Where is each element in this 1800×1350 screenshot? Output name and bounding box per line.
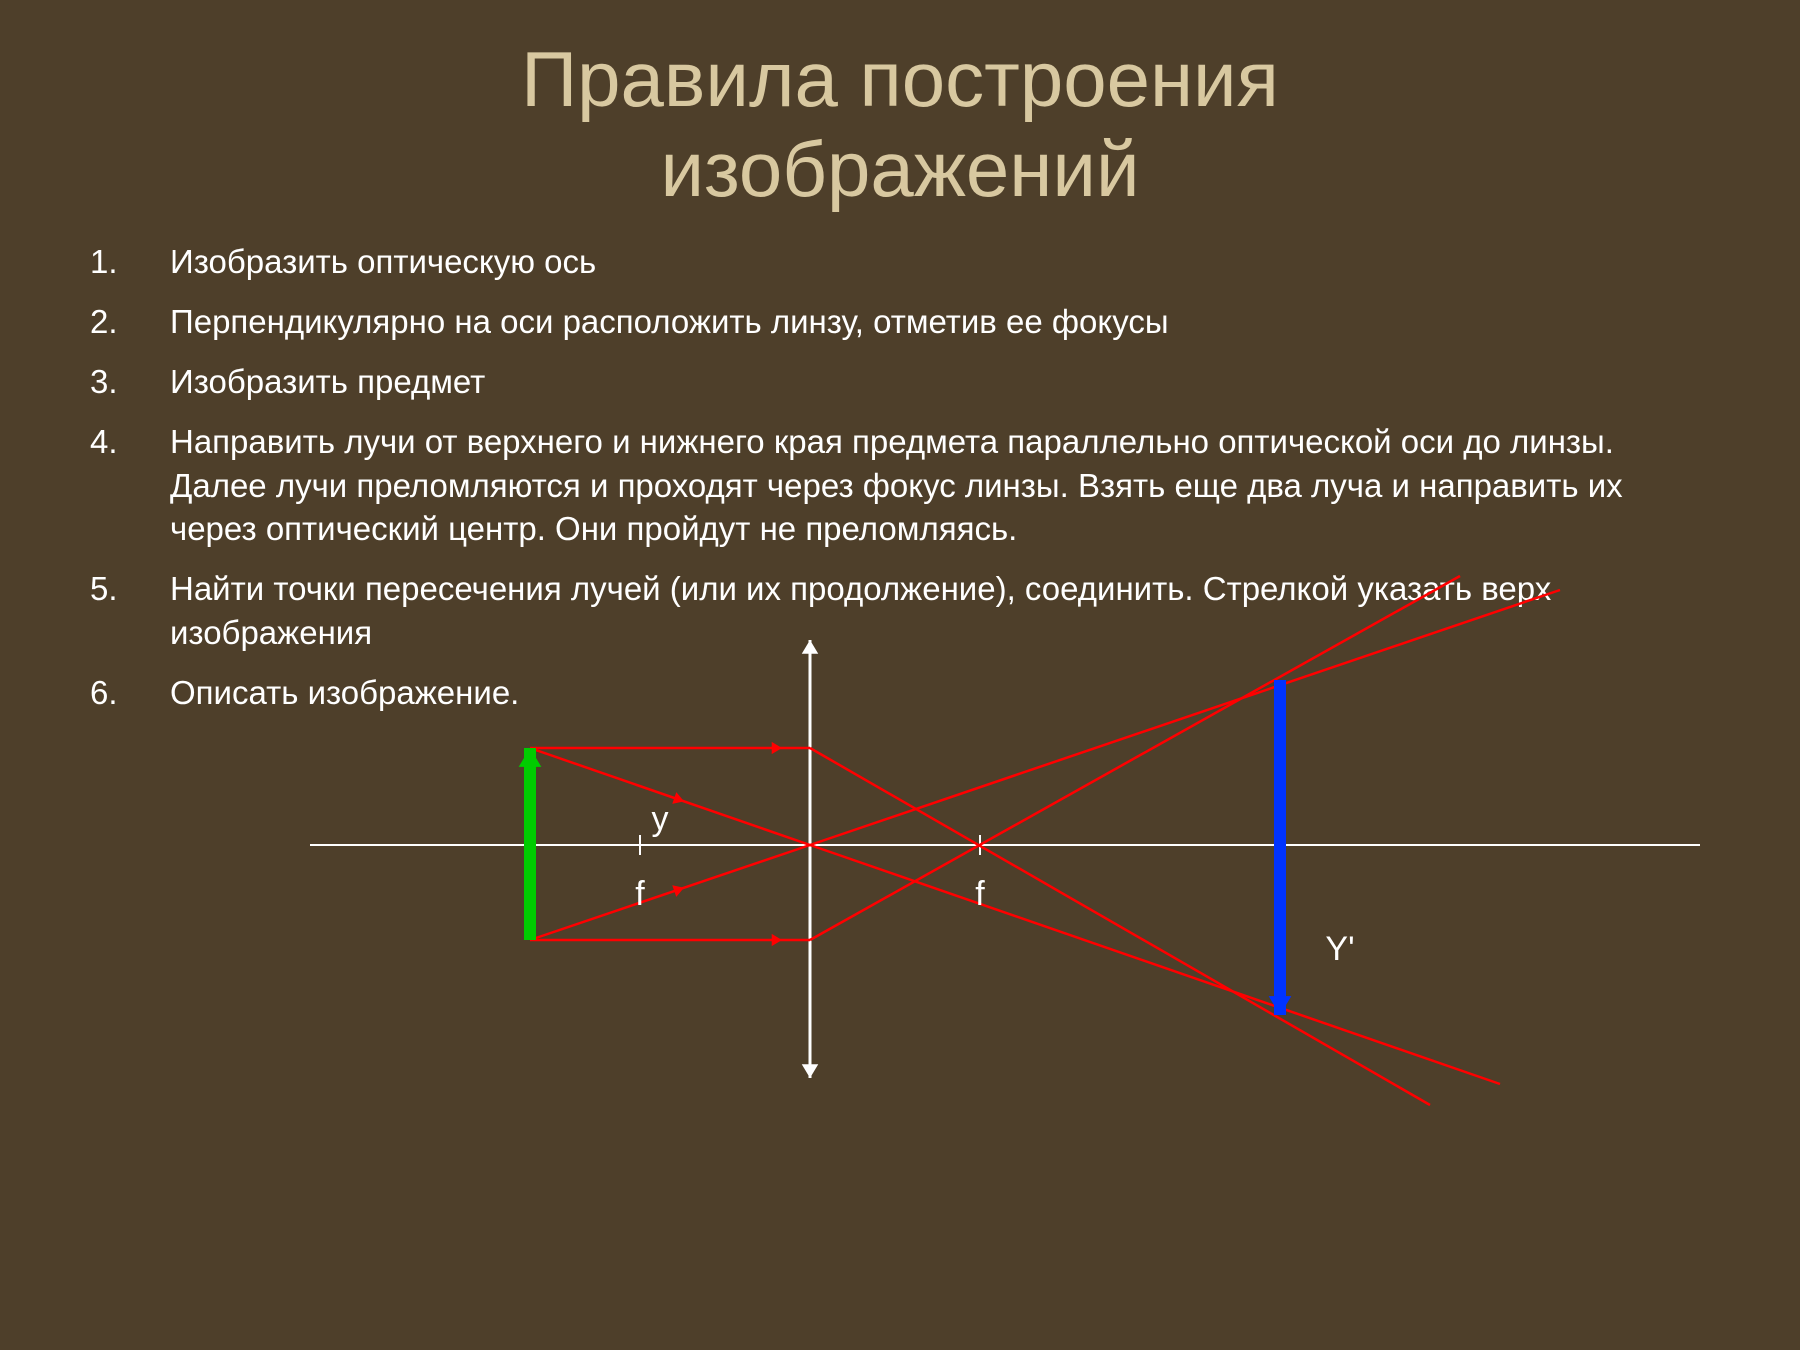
- svg-text:Y': Y': [1325, 930, 1354, 968]
- svg-text:f: f: [975, 875, 985, 913]
- svg-text:y: y: [652, 800, 669, 838]
- svg-text:f: f: [635, 875, 645, 913]
- optics-diagram: yffY': [0, 0, 1800, 1350]
